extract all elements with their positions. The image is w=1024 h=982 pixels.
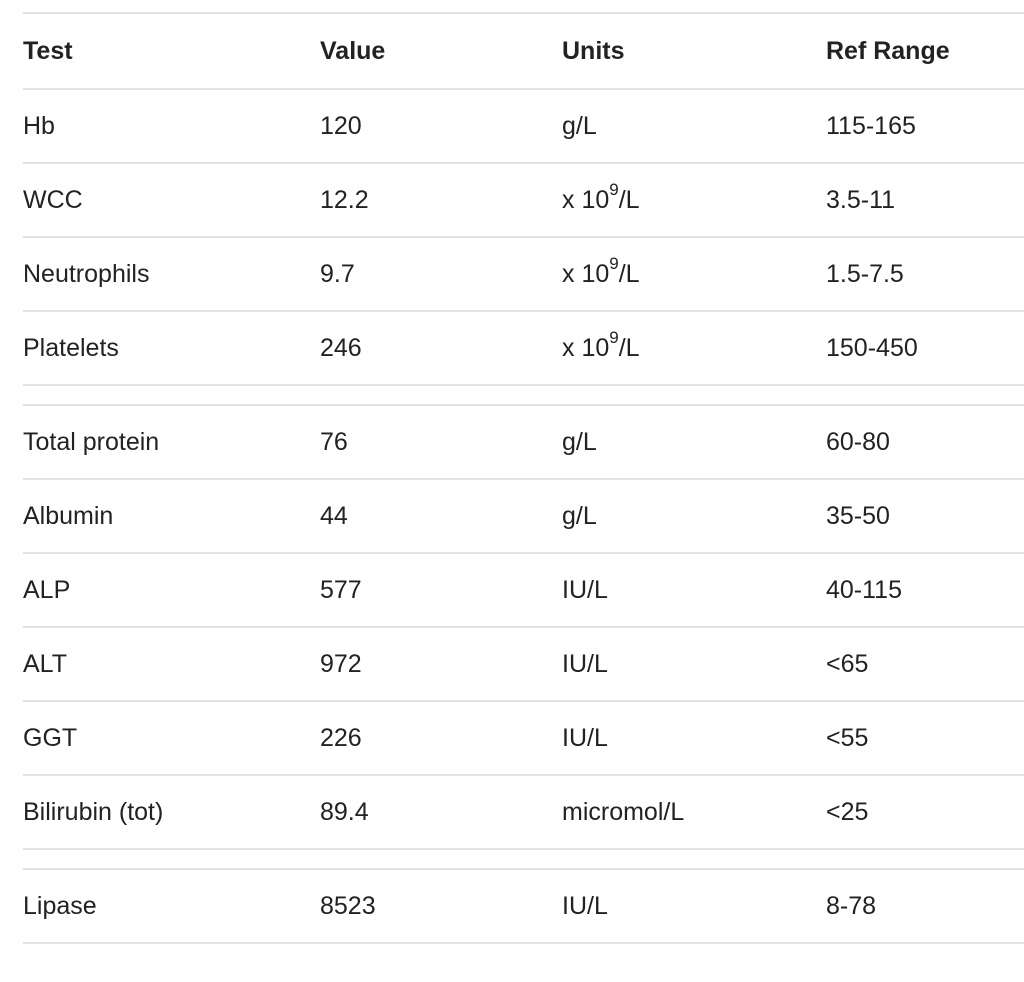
cell-ref-range: 150-450 bbox=[826, 333, 918, 362]
cell-value: 972 bbox=[320, 649, 362, 678]
cell-value: 89.4 bbox=[320, 797, 369, 826]
cell-units: IU/L bbox=[562, 575, 608, 604]
table-row: WCC 12.2 x 10 9/L 3.5-11 bbox=[23, 164, 1024, 238]
cell-ref-range: 8-78 bbox=[826, 891, 877, 920]
table-row: Total protein 76 g/L 60-80 bbox=[23, 406, 1024, 480]
cell-ref-range: <25 bbox=[826, 797, 869, 826]
table-row: Neutrophils 9.7 x 10 9/L 1.5-7.5 bbox=[23, 238, 1024, 312]
units-suffix: /L bbox=[618, 259, 640, 288]
cell-value: 9.7 bbox=[320, 259, 355, 288]
cell-ref-range: 60-80 bbox=[826, 427, 890, 456]
cell-units: micromol/L bbox=[562, 797, 685, 826]
cell-units: IU/L bbox=[562, 723, 608, 752]
cell-value: 246 bbox=[320, 333, 362, 362]
cell-value: 120 bbox=[320, 111, 362, 140]
units-suffix: /L bbox=[618, 333, 640, 362]
units-superscript: 9 bbox=[609, 180, 619, 199]
cell-value: 12.2 bbox=[320, 185, 369, 214]
cell-value: 226 bbox=[320, 723, 362, 752]
table-header-row: Test Value Units Ref Range bbox=[23, 14, 1024, 90]
table-row: ALT 972 IU/L <65 bbox=[23, 628, 1024, 702]
cell-units: IU/L bbox=[562, 649, 608, 678]
table-row: Hb 120 g/L 115-165 bbox=[23, 90, 1024, 164]
cell-test: Albumin bbox=[23, 501, 114, 530]
group-separator bbox=[23, 386, 1024, 406]
table-row: Albumin 44 g/L 35-50 bbox=[23, 480, 1024, 554]
table-row: ALP 577 IU/L 40-115 bbox=[23, 554, 1024, 628]
header-value: Value bbox=[320, 36, 386, 65]
cell-units: x 10 9/L bbox=[562, 312, 640, 384]
cell-test: ALP bbox=[23, 575, 71, 604]
header-ref-range: Ref Range bbox=[826, 36, 950, 65]
cell-value: 76 bbox=[320, 427, 348, 456]
cell-test: Bilirubin (tot) bbox=[23, 797, 164, 826]
cell-ref-range: <55 bbox=[826, 723, 869, 752]
cell-value: 44 bbox=[320, 501, 348, 530]
cell-test: GGT bbox=[23, 723, 78, 752]
units-suffix: /L bbox=[618, 185, 640, 214]
cell-ref-range: 3.5-11 bbox=[826, 185, 896, 214]
cell-units: g/L bbox=[562, 501, 597, 530]
cell-test: ALT bbox=[23, 649, 67, 678]
cell-units: x 10 9/L bbox=[562, 164, 640, 236]
header-units: Units bbox=[562, 36, 625, 65]
group-separator bbox=[23, 850, 1024, 870]
units-superscript: 9 bbox=[609, 254, 619, 273]
cell-units: x 10 9/L bbox=[562, 238, 640, 310]
cell-test: WCC bbox=[23, 185, 83, 214]
header-test: Test bbox=[23, 36, 73, 65]
units-prefix: x 10 bbox=[562, 259, 610, 288]
table-row: Lipase 8523 IU/L 8-78 bbox=[23, 870, 1024, 944]
cell-ref-range: 40-115 bbox=[826, 575, 902, 604]
units-superscript: 9 bbox=[609, 328, 619, 347]
cell-units: IU/L bbox=[562, 891, 608, 920]
cell-units: g/L bbox=[562, 427, 597, 456]
cell-test: Total protein bbox=[23, 427, 160, 456]
cell-units: g/L bbox=[562, 111, 597, 140]
cell-ref-range: 1.5-7.5 bbox=[826, 259, 904, 288]
lab-results-table: Test Value Units Ref Range Hb 120 g/L 11… bbox=[23, 12, 1024, 944]
cell-test: Hb bbox=[23, 111, 55, 140]
cell-test: Platelets bbox=[23, 333, 119, 362]
table-row: Bilirubin (tot) 89.4 micromol/L <25 bbox=[23, 776, 1024, 850]
cell-test: Neutrophils bbox=[23, 259, 150, 288]
table-row: Platelets 246 x 10 9/L 150-450 bbox=[23, 312, 1024, 386]
cell-ref-range: 115-165 bbox=[826, 111, 916, 140]
cell-test: Lipase bbox=[23, 891, 97, 920]
units-prefix: x 10 bbox=[562, 185, 610, 214]
cell-ref-range: <65 bbox=[826, 649, 869, 678]
cell-ref-range: 35-50 bbox=[826, 501, 890, 530]
units-prefix: x 10 bbox=[562, 333, 610, 362]
cell-value: 577 bbox=[320, 575, 362, 604]
table-row: GGT 226 IU/L <55 bbox=[23, 702, 1024, 776]
cell-value: 8523 bbox=[320, 891, 376, 920]
